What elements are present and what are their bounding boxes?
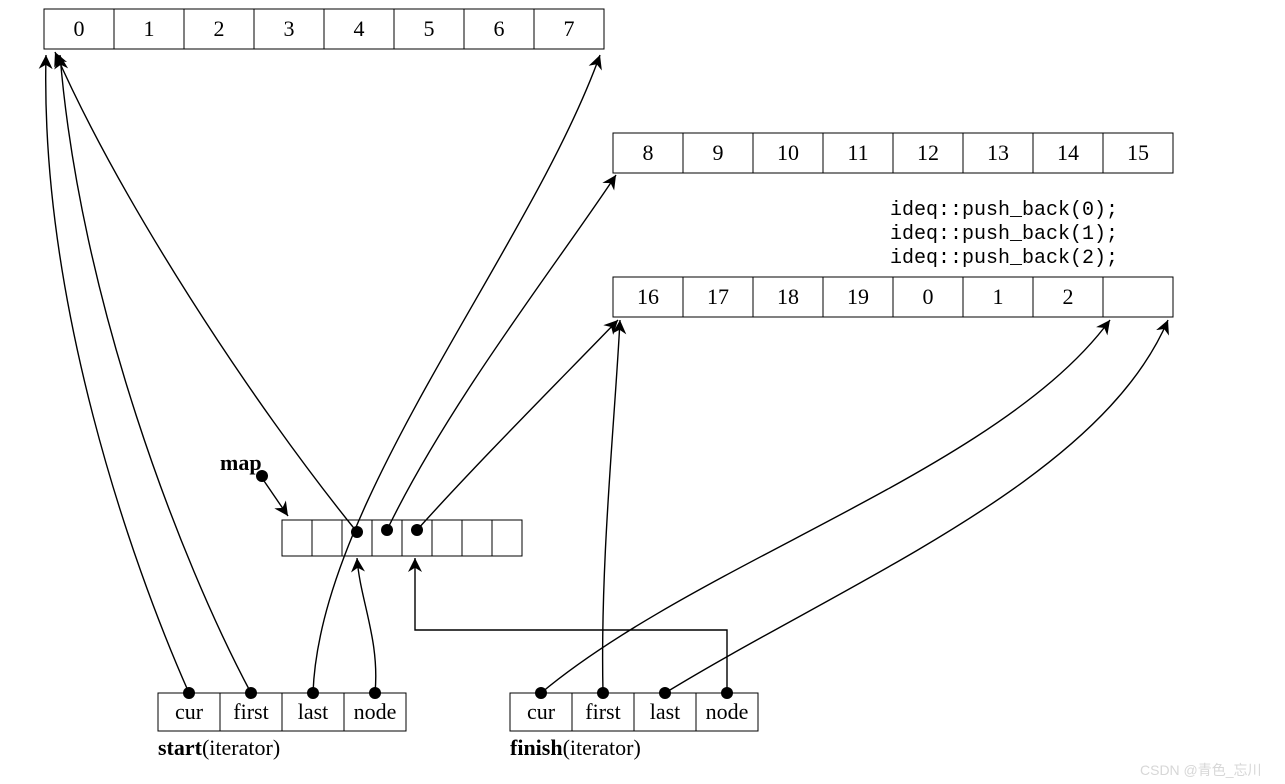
finish_iter-field-label-last: last [650, 699, 681, 724]
buffer2-value-0: 8 [643, 140, 654, 165]
buffer1-value-3: 3 [284, 16, 295, 41]
code-line-2: ideq::push_back(2); [890, 247, 1118, 270]
map-slot-6 [462, 520, 492, 556]
buffer3-value-3: 19 [847, 284, 869, 309]
arrow-origin-dot-map.slot3 [381, 524, 393, 536]
arrow-map_label-to-map.array [262, 478, 288, 516]
buffer2-value-3: 11 [847, 140, 868, 165]
diagram-canvas: 012345678910111213141516171819012mapcurf… [0, 0, 1285, 784]
start_iter-field-label-cur: cur [175, 699, 204, 724]
buffer3-value-5: 1 [993, 284, 1004, 309]
buffer1-value-7: 7 [564, 16, 575, 41]
map-slot-7 [492, 520, 522, 556]
arrow-finish.node-to-map.slot4_below [415, 558, 727, 693]
finish_iter-field-label-cur: cur [527, 699, 556, 724]
arrow-finish.cur-to-buf3.slot7 [541, 320, 1110, 693]
buffer3-value-4: 0 [923, 284, 934, 309]
buffer3-value-2: 18 [777, 284, 799, 309]
buffer3-value-1: 17 [707, 284, 729, 309]
buffer1-value-5: 5 [424, 16, 435, 41]
start_iter-field-label-first: first [233, 699, 268, 724]
buffer1-value-6: 6 [494, 16, 505, 41]
finish_iter-field-label-first: first [585, 699, 620, 724]
buffer2-value-5: 13 [987, 140, 1009, 165]
map-slot-1 [312, 520, 342, 556]
buffer2-value-4: 12 [917, 140, 939, 165]
buffer3-value-6: 2 [1063, 284, 1074, 309]
buffer3-value-0: 16 [637, 284, 659, 309]
map-slot-0 [282, 520, 312, 556]
arrow-start.last-to-buf1.right_below [313, 55, 600, 693]
arrow-origin-dot-map.slot2 [351, 526, 363, 538]
watermark: CSDN @青色_忘川 [1140, 762, 1262, 778]
finish_iter-caption: finish(iterator) [510, 735, 641, 760]
arrow-finish.last-to-buf3.right_below [665, 320, 1168, 693]
arrow-origin-dot-map.slot4 [411, 524, 423, 536]
arrow-finish.first-to-buf3.left_below [603, 320, 620, 693]
buffer2-value-1: 9 [713, 140, 724, 165]
map-pointer-dot [256, 470, 268, 482]
code-line-1: ideq::push_back(1); [890, 223, 1118, 246]
arrow-start.cur-to-buf1.left_below [46, 55, 189, 693]
buffer2-value-2: 10 [777, 140, 799, 165]
map-label: map [220, 450, 262, 475]
arrow-map.slot4-to-buf3.left [417, 320, 618, 530]
buffer1-value-2: 2 [214, 16, 225, 41]
buffer1-value-1: 1 [144, 16, 155, 41]
code-line-0: ideq::push_back(0); [890, 199, 1118, 222]
finish_iter-field-label-node: node [706, 699, 749, 724]
buffer2-value-6: 14 [1057, 140, 1079, 165]
start_iter-caption: start(iterator) [158, 735, 280, 760]
buffer1-value-0: 0 [74, 16, 85, 41]
buffer1-value-4: 4 [354, 16, 365, 41]
arrow-map.slot3-to-buf2.left [387, 175, 616, 530]
start_iter-field-label-node: node [354, 699, 397, 724]
buffer2-value-7: 15 [1127, 140, 1149, 165]
map-slot-5 [432, 520, 462, 556]
arrow-start.node-to-map.slot2 [357, 558, 376, 693]
buffer3-cell-7 [1103, 277, 1173, 317]
arrow-start.first-to-buf1.left_below2 [60, 55, 251, 693]
start_iter-field-label-last: last [298, 699, 329, 724]
